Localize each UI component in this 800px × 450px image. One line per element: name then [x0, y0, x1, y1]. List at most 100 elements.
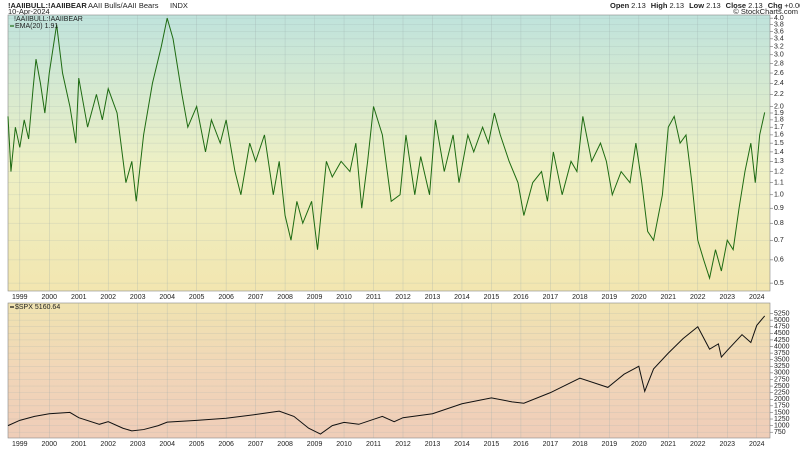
y-tick-label: 3.2	[774, 43, 784, 50]
y-tick-label: 0.5	[774, 280, 784, 287]
x-tick-label: 2019	[602, 294, 618, 301]
quote-label: Chg	[768, 1, 783, 10]
y-tick-label: 1000	[774, 422, 790, 429]
x-tick-label: 2018	[572, 294, 588, 301]
x-tick-label: 2003	[130, 441, 146, 448]
x-tick-label: 2006	[218, 441, 234, 448]
y-tick-label: 2250	[774, 389, 790, 396]
quote-value: 2.13	[748, 1, 763, 10]
description: AAII Bulls/AAII Bears	[88, 1, 159, 10]
legend-title: !AAIIBULL:!AAIIBEAR	[14, 16, 83, 23]
y-tick-label: 1.2	[774, 168, 784, 175]
x-tick-label: 2022	[690, 294, 706, 301]
quote-value: 2.13	[706, 1, 721, 10]
x-tick-label: 2003	[130, 294, 146, 301]
x-tick-label: 2013	[425, 294, 441, 301]
legend-value: 1.91	[45, 23, 59, 30]
legend-value: 5160.64	[35, 304, 60, 311]
x-tick-label: 2005	[189, 294, 205, 301]
y-tick-label: 1.7	[774, 124, 784, 131]
x-tick-label: 2021	[661, 441, 677, 448]
x-tick-label: 2002	[100, 441, 116, 448]
x-tick-label: 2020	[631, 294, 647, 301]
y-tick-label: 0.9	[774, 205, 784, 212]
x-tick-label: 2011	[366, 294, 381, 301]
y-tick-label: 2.2	[774, 91, 784, 98]
series-line	[7, 18, 766, 281]
quote-label: Low	[689, 1, 704, 10]
y-tick-label: 2.4	[774, 80, 784, 87]
x-tick-label: 2010	[336, 441, 352, 448]
x-tick-label: 2007	[248, 294, 264, 301]
y-tick-label: 3.6	[774, 28, 784, 35]
x-tick-label: 2014	[454, 294, 470, 301]
panel-background	[7, 302, 771, 439]
x-tick-label: 2015	[484, 294, 500, 301]
y-tick-label: 3.0	[774, 52, 784, 59]
x-tick-label: 2023	[719, 441, 735, 448]
y-tick-label: 0.6	[774, 257, 784, 264]
x-tick-label: 2015	[484, 441, 500, 448]
y-tick-label: 4500	[774, 330, 790, 337]
x-tick-label: 2020	[631, 441, 647, 448]
x-tick-label: 2016	[513, 441, 529, 448]
x-tick-label: 2008	[277, 441, 293, 448]
date: 10-Apr-2024	[8, 7, 50, 16]
y-tick-label: 1.6	[774, 132, 784, 139]
symbol: !AAIIBULL:!AAIIBEAR	[8, 1, 87, 10]
y-tick-label: 4000	[774, 343, 790, 350]
x-tick-label: 2018	[572, 441, 588, 448]
y-tick-label: 5250	[774, 310, 790, 317]
x-tick-label: 2011	[366, 441, 381, 448]
x-tick-label: 2009	[307, 294, 323, 301]
y-tick-label: 1.0	[774, 192, 784, 199]
x-tick-label: 2012	[395, 294, 411, 301]
quote: Open2.13High2.13Low2.13Close2.13Chg+0.00…	[610, 1, 800, 10]
y-tick-label: 2.8	[774, 60, 784, 67]
y-tick-label: 3.4	[774, 36, 784, 43]
y-tick-label: 2.0	[774, 103, 784, 110]
x-tick-label: 2023	[719, 294, 735, 301]
y-tick-label: 2.6	[774, 70, 784, 77]
quote-value: 2.13	[669, 1, 684, 10]
y-tick-label: 5000	[774, 317, 790, 324]
y-tick-label: 0.8	[774, 220, 784, 227]
x-tick-label: 2000	[41, 441, 57, 448]
x-tick-label: 2001	[71, 441, 87, 448]
y-tick-label: 1.8	[774, 117, 784, 124]
x-tick-label: 1999	[12, 441, 28, 448]
y-tick-label: 1750	[774, 403, 790, 410]
y-tick-label: 1.5	[774, 140, 784, 147]
panel-background	[7, 14, 771, 292]
credit: © StockCharts.com	[733, 7, 798, 16]
x-tick-label: 2010	[336, 294, 352, 301]
x-tick-label: 2012	[395, 441, 411, 448]
x-tick-label: 2007	[248, 441, 264, 448]
x-tick-label: 2008	[277, 294, 293, 301]
x-tick-label: 2002	[100, 294, 116, 301]
y-tick-label: 0.7	[774, 237, 784, 244]
x-tick-label: 2004	[159, 294, 175, 301]
x-tick-label: 2022	[690, 441, 706, 448]
y-tick-label: 1.1	[774, 179, 784, 186]
x-tick-label: 2019	[602, 441, 618, 448]
quote-value: +0.00 (+0.00%)	[784, 1, 800, 10]
y-tick-label: 4250	[774, 337, 790, 344]
x-tick-label: 2005	[189, 441, 205, 448]
x-tick-label: 2024	[749, 441, 765, 448]
y-tick-label: 3750	[774, 350, 790, 357]
y-tick-label: 750	[774, 429, 786, 436]
quote-value: 2.13	[631, 1, 646, 10]
series-line	[7, 315, 766, 435]
y-tick-label: 2750	[774, 376, 790, 383]
x-tick-label: 2006	[218, 294, 234, 301]
x-tick-label: 2017	[543, 294, 559, 301]
x-tick-label: 2001	[71, 294, 87, 301]
x-tick-label: 2000	[41, 294, 57, 301]
legend-name: EMA(20)	[15, 23, 43, 30]
y-tick-label: 3250	[774, 363, 790, 370]
x-tick-label: 2016	[513, 294, 529, 301]
y-tick-label: 1500	[774, 409, 790, 416]
